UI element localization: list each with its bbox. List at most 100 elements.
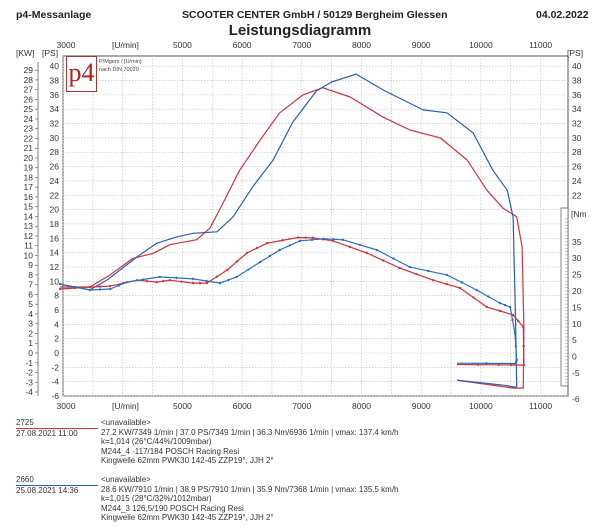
data-point-marker: [73, 285, 77, 289]
run-setup: M244_4 -117/184 POSCH Racing Resi: [101, 446, 240, 456]
kw-tick-label: 24: [24, 114, 34, 124]
x-tick-label-top: 9000: [412, 40, 431, 50]
ps-tick-label-left: 4: [54, 319, 59, 329]
data-point-marker: [304, 236, 307, 239]
run-2725-details: <unavailable> 27.2 KW/7349 1/min | 37.0 …: [101, 418, 399, 466]
data-point-marker: [58, 287, 62, 291]
ps-tick-label-left: -2: [51, 362, 59, 372]
ps-tick-label-right: 24: [572, 176, 582, 186]
data-point-marker: [227, 278, 230, 282]
power-torque-chart: 3000300050005000600060007000700080008000…: [16, 40, 587, 411]
data-point-marker: [191, 277, 195, 281]
run-name: <unavailable>: [101, 475, 151, 484]
x-tick-label-bottom: 10000: [469, 401, 493, 411]
run-setup-2: Kingwelle 62mm PWK30 142-45 ZZP19°, JJH …: [101, 456, 274, 465]
ps-tick-label-right: 38: [572, 76, 582, 86]
data-point-marker: [265, 241, 269, 245]
data-point-marker: [108, 284, 112, 288]
data-point-marker: [415, 272, 418, 276]
nm-tick-label: 15: [572, 302, 582, 312]
data-point-marker: [88, 285, 92, 289]
x-tick-label-bottom: 9000: [412, 401, 431, 411]
data-point-marker: [398, 266, 401, 270]
data-point-marker: [485, 362, 488, 365]
plot-area: [62, 55, 569, 397]
data-point-marker: [348, 245, 352, 249]
kw-tick-label: 28: [24, 75, 34, 85]
ps-tick-label-left: 2: [54, 334, 59, 344]
ps-tick-label-left: 12: [50, 262, 60, 272]
p4-logo: p4: [66, 56, 97, 92]
data-point-marker: [218, 281, 222, 285]
kw-tick-label: 13: [24, 221, 34, 231]
kw-tick-label: -4: [25, 387, 33, 397]
data-point-marker: [245, 251, 249, 255]
ps-tick-label-left: 14: [50, 248, 60, 258]
kw-tick-label: 3: [28, 319, 33, 329]
data-point-marker: [445, 282, 448, 286]
x-tick-label-top: 5000: [173, 40, 192, 50]
data-point-marker: [365, 251, 369, 255]
data-point-marker: [472, 296, 475, 299]
data-point-marker: [278, 248, 281, 252]
data-point-marker: [431, 278, 435, 282]
header-date: 04.02.2022: [536, 9, 589, 21]
run-datetime: 25.08.2021 14:36: [16, 485, 79, 495]
kw-tick-label: 10: [24, 250, 34, 260]
ps-tick-label-left: -4: [51, 377, 59, 387]
data-point-marker: [225, 268, 229, 272]
kw-tick-label: 5: [28, 299, 33, 309]
data-point-marker: [168, 278, 172, 282]
data-point-marker: [142, 278, 145, 281]
kw-tick-label: 7: [28, 280, 33, 290]
ps-tick-label-left: 18: [50, 219, 60, 229]
subtitle-line1: P/Mgem / [U/min]: [99, 59, 142, 65]
header-company: SCOOTER CENTER GmbH / 50129 Bergheim Gle…: [182, 9, 448, 21]
ps-tick-label-left: 32: [50, 119, 60, 129]
data-point-marker: [513, 331, 517, 335]
kw-tick-label: 19: [24, 163, 34, 173]
ps-tick-label-right: 28: [572, 147, 582, 157]
data-point-marker: [510, 363, 513, 367]
kw-tick-label: 20: [24, 153, 34, 163]
x-tick-label-top: 11000: [529, 40, 552, 50]
run-id: 2725: [16, 418, 98, 429]
x-tick-label-bottom: 8000: [352, 401, 371, 411]
data-point-marker: [247, 268, 250, 271]
ps-axis-label-right: [PS]: [567, 48, 583, 58]
data-point-marker: [392, 257, 395, 260]
kw-tick-label: -1: [25, 358, 33, 368]
data-point-marker: [332, 238, 335, 241]
run-conditions: k=1,014 (26°C/44%/1009mbar): [101, 437, 212, 446]
kw-tick-label: 22: [24, 133, 34, 143]
run-setup-2: Kingwelle 62mm PWK30 142-45 ZZP19°, JJH …: [101, 513, 274, 522]
data-point-marker: [498, 309, 502, 313]
ps-tick-label-right: 34: [572, 104, 582, 114]
kw-tick-label: 15: [24, 202, 34, 212]
run-conditions: k=1,015 (28°C/32%/1012mbar): [101, 494, 212, 503]
run-2725: 2725 27.08.2021 11:00: [16, 418, 98, 438]
data-point-marker: [235, 260, 239, 263]
kw-tick-label: 23: [24, 124, 34, 134]
data-point-marker: [205, 281, 209, 285]
data-point-marker: [498, 301, 502, 305]
ps-tick-label-right: -6: [572, 394, 580, 404]
data-point-marker: [198, 281, 202, 285]
data-point-marker: [58, 282, 62, 286]
data-point-marker: [175, 276, 178, 280]
data-point-marker: [476, 363, 480, 366]
data-point-marker: [310, 238, 314, 242]
data-point-marker: [298, 239, 302, 243]
header-left: p4-Messanlage: [16, 9, 92, 21]
kw-tick-label: 16: [24, 192, 34, 202]
x-axis-label-top: [U/min]: [112, 40, 139, 50]
run-name: <unavailable>: [101, 418, 151, 427]
logo-text: p4: [68, 58, 95, 87]
ps-tick-label-left: 28: [50, 147, 60, 157]
x-tick-label-bottom: 7000: [292, 401, 311, 411]
nm-tick-label: -5: [572, 368, 580, 378]
data-point-marker: [205, 279, 208, 283]
data-point-marker: [258, 260, 262, 264]
data-point-marker: [485, 305, 489, 309]
